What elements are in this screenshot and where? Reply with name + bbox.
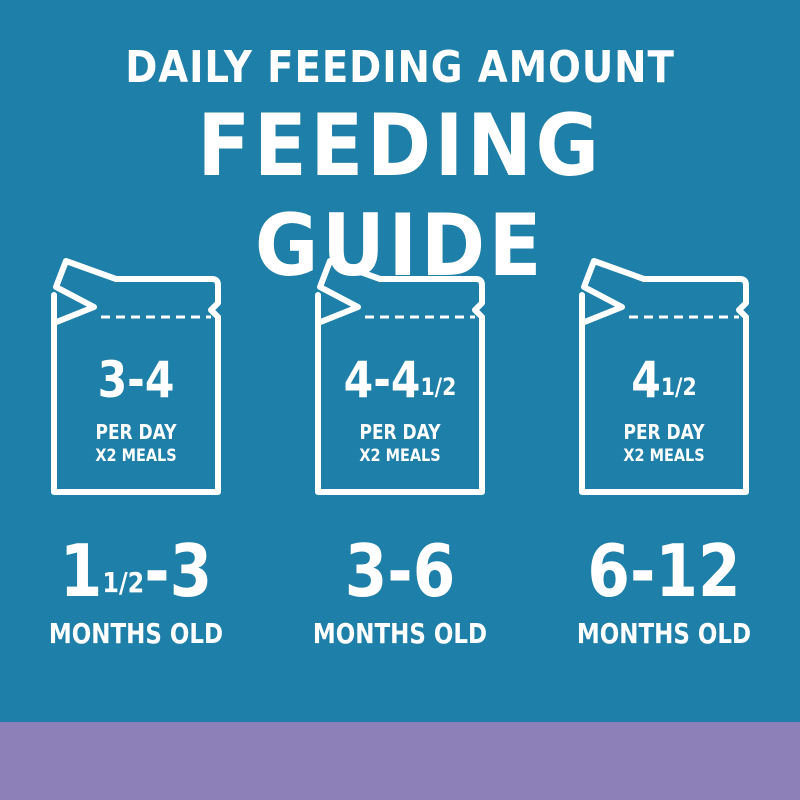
amount-value: 3-4 bbox=[97, 351, 175, 409]
meals-label: X2 MEALS bbox=[95, 446, 177, 466]
food-bag-icon: 4-41/2 PER DAY X2 MEALS bbox=[310, 255, 490, 500]
age-range: 3-6 bbox=[344, 529, 456, 613]
age-range: 6-12 bbox=[587, 529, 741, 613]
feeding-column-1: 3-4 PER DAY X2 MEALS 11/2-3 MONTHS OLD bbox=[21, 255, 251, 675]
meals-label: X2 MEALS bbox=[359, 446, 441, 466]
per-day-label: PER DAY bbox=[359, 420, 441, 444]
per-day-label: PER DAY bbox=[623, 420, 705, 444]
per-day-label: PER DAY bbox=[95, 420, 177, 444]
food-bag-icon: 3-4 PER DAY X2 MEALS bbox=[46, 255, 226, 500]
amount-value: 4-41/2 bbox=[343, 351, 457, 409]
age-unit-label: MONTHS OLD bbox=[312, 617, 488, 650]
page-subtitle: DAILY FEEDING AMOUNT bbox=[125, 42, 675, 93]
feeding-column-2: 4-41/2 PER DAY X2 MEALS 3-6 MONTHS OLD bbox=[285, 255, 515, 675]
food-bag-icon: 41/2 PER DAY X2 MEALS bbox=[574, 255, 754, 500]
page-title: FEEDING GUIDE bbox=[197, 96, 603, 296]
amount-value: 41/2 bbox=[631, 351, 697, 409]
age-unit-label: MONTHS OLD bbox=[48, 617, 224, 650]
meals-label: X2 MEALS bbox=[623, 446, 705, 466]
feeding-column-3: 41/2 PER DAY X2 MEALS 6-12 MONTHS OLD bbox=[549, 255, 779, 675]
bottom-band bbox=[0, 722, 800, 800]
age-range: 11/2-3 bbox=[59, 529, 213, 613]
age-unit-label: MONTHS OLD bbox=[576, 617, 752, 650]
